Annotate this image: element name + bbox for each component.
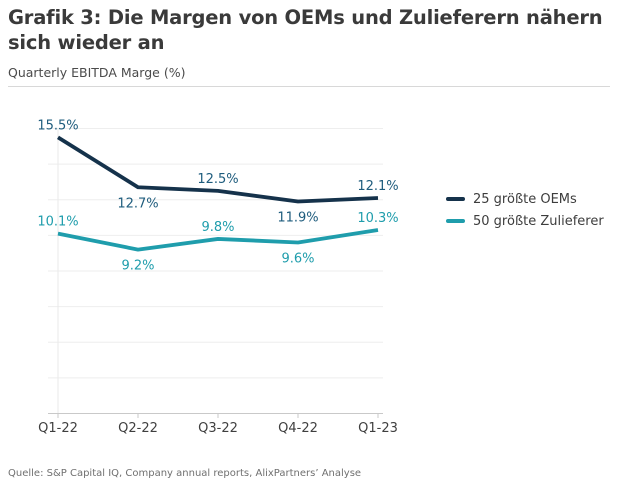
data-label-oems: 12.5% — [197, 172, 238, 187]
data-label-zulieferer: 10.3% — [357, 211, 398, 226]
x-axis-label: Q2-22 — [118, 421, 158, 436]
legend-label-oems: 25 größte OEMs — [473, 191, 577, 207]
legend-item-oems: 25 größte OEMs — [446, 188, 604, 210]
x-axis-label: Q1-23 — [358, 421, 398, 436]
data-label-oems: 12.1% — [357, 179, 398, 194]
legend-marker-zulieferer-line — [446, 219, 465, 223]
data-label-zulieferer: 9.2% — [121, 259, 154, 274]
data-label-oems: 11.9% — [277, 211, 318, 226]
x-axis-label: Q3-22 — [198, 421, 238, 436]
data-label-zulieferer: 10.1% — [37, 215, 78, 230]
data-label-zulieferer: 9.6% — [281, 252, 314, 267]
chart-legend: 25 größte OEMs 50 größte Zulieferer — [446, 188, 604, 232]
data-label-oems: 15.5% — [37, 118, 78, 133]
series-line-zulieferer — [57, 228, 379, 252]
data-label-oems: 12.7% — [117, 196, 158, 211]
header-divider — [8, 86, 610, 87]
series-line-oems — [56, 135, 379, 204]
data-label-zulieferer: 9.8% — [201, 220, 234, 235]
legend-marker-oems-line — [446, 197, 465, 201]
x-axis-label: Q4-22 — [278, 421, 318, 436]
legend-item-zulieferer: 50 größte Zulieferer — [446, 210, 604, 232]
legend-label-zulieferer: 50 größte Zulieferer — [473, 213, 604, 229]
chart-subtitle: Quarterly EBITDA Marge (%) — [8, 65, 186, 80]
chart-title: Grafik 3: Die Margen von OEMs und Zulief… — [8, 6, 603, 54]
x-axis-label: Q1-22 — [38, 421, 78, 436]
source-note: Quelle: S&P Capital IQ, Company annual r… — [8, 468, 362, 479]
